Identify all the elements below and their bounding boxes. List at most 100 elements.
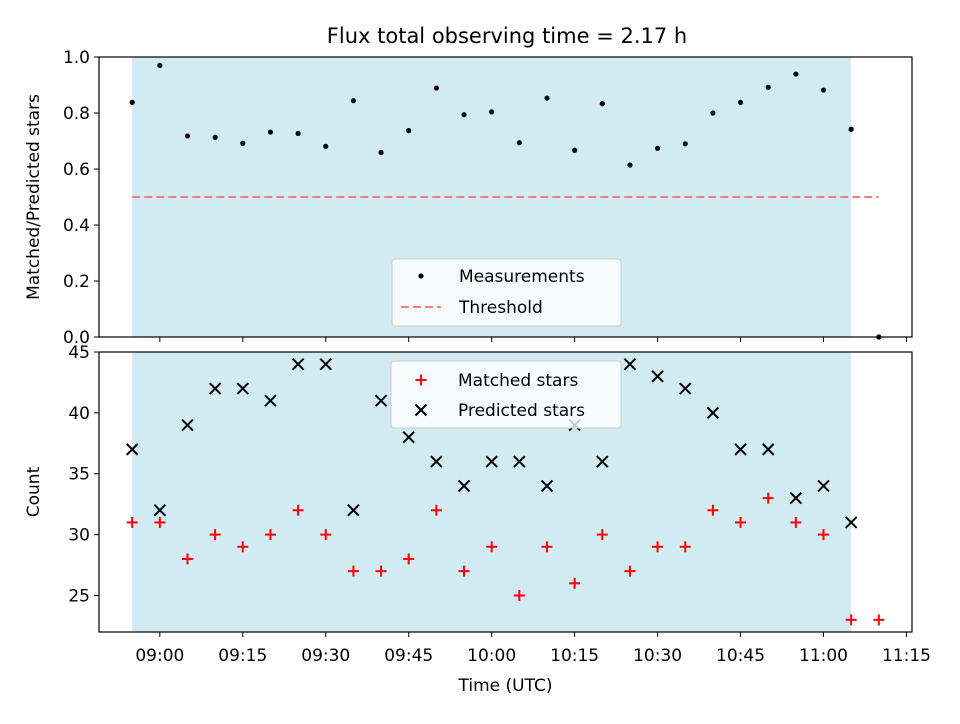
predicted-star-point bbox=[181, 418, 194, 432]
count-legend-box bbox=[390, 360, 622, 429]
count-y-tick-label: 25 bbox=[68, 586, 90, 606]
matched-star-point bbox=[790, 516, 802, 528]
count-y-ticks: 25 30 35 40 45 bbox=[68, 343, 99, 606]
count-panel: 25 30 35 40 45 09:00 09:15 09:30 09:45 10:00 10:1… bbox=[24, 343, 931, 696]
measurement-point bbox=[765, 84, 771, 90]
x-tick-label: 10:15 bbox=[550, 646, 599, 666]
measurement-point bbox=[737, 99, 744, 105]
measurement-point bbox=[267, 129, 274, 135]
matched-star-point bbox=[347, 565, 359, 577]
predicted-star-point bbox=[679, 382, 692, 395]
matched-star-point bbox=[762, 492, 774, 504]
measurement-point bbox=[184, 133, 191, 139]
matched-star-point bbox=[403, 553, 415, 565]
ratio-panel: 0.0 0.2 0.4 0.6 0.8 1.0 Matched/Predicted sta… bbox=[24, 48, 913, 348]
matched-star-point bbox=[375, 565, 387, 577]
measurement-point bbox=[544, 95, 550, 101]
matched-star-point bbox=[237, 541, 249, 553]
matched-star-point bbox=[154, 516, 166, 528]
x-tick-label: 09:00 bbox=[135, 646, 184, 666]
predicted-star-point bbox=[236, 382, 250, 395]
measurement-point bbox=[378, 149, 384, 156]
matched-star-point bbox=[292, 504, 304, 516]
ratio-y-tick-label: 0.6 bbox=[63, 160, 90, 180]
measurement-point bbox=[489, 109, 495, 115]
count-legend: Matched stars Predicted stars bbox=[390, 360, 622, 429]
measurement-point bbox=[433, 85, 439, 91]
ratio-y-axis-label: Matched/Predicted stars bbox=[24, 94, 44, 300]
predicted-star-point bbox=[734, 443, 747, 456]
legend-predicted-marker bbox=[414, 403, 428, 417]
legend-predicted-label: Predicted stars bbox=[458, 401, 585, 421]
matched-star-point bbox=[679, 541, 691, 553]
x-axis-label: Time (UTC) bbox=[458, 676, 553, 696]
x-tick-label: 11:15 bbox=[882, 646, 931, 666]
matched-star-point bbox=[181, 553, 193, 565]
matched-star-point bbox=[596, 529, 608, 541]
matched-star-point bbox=[430, 504, 442, 516]
predicted-star-point bbox=[430, 455, 443, 468]
predicted-star-point bbox=[623, 357, 637, 371]
predicted-star-point bbox=[402, 431, 415, 444]
matched-star-point bbox=[486, 541, 498, 553]
legend-matched-label: Matched stars bbox=[458, 371, 578, 391]
predicted-star-point bbox=[844, 516, 858, 529]
predicted-star-point bbox=[540, 479, 554, 493]
count-axes-frame bbox=[98, 351, 913, 633]
predicted-star-point bbox=[153, 504, 167, 517]
ratio-legend: Measurements Threshold bbox=[391, 258, 622, 327]
measurement-points bbox=[129, 62, 882, 340]
measurement-point bbox=[129, 99, 135, 105]
x-tick-label: 10:00 bbox=[467, 646, 516, 666]
measurement-point bbox=[350, 98, 357, 104]
predicted-star-point bbox=[761, 443, 775, 456]
ratio-axes-frame bbox=[98, 56, 913, 338]
predicted-star-point bbox=[291, 357, 305, 371]
measurement-point bbox=[295, 130, 301, 137]
predicted-star-point bbox=[264, 394, 277, 407]
matched-star-point bbox=[624, 565, 636, 577]
ratio-y-tick-label: 0.8 bbox=[63, 104, 90, 124]
predicted-star-point bbox=[596, 455, 609, 468]
measurement-point bbox=[627, 162, 633, 168]
matched-star-point bbox=[209, 529, 221, 541]
matched-star-point bbox=[264, 529, 276, 541]
count-y-tick-label: 30 bbox=[68, 526, 90, 546]
matched-star-point bbox=[126, 516, 138, 528]
predicted-star-point bbox=[374, 394, 388, 407]
ratio-legend-box bbox=[391, 258, 622, 327]
measurement-point bbox=[793, 71, 799, 77]
legend-threshold-label: Threshold bbox=[458, 298, 543, 318]
predicted-star-point bbox=[485, 455, 498, 468]
predicted-star-point bbox=[513, 455, 526, 468]
x-tick-label: 10:30 bbox=[633, 646, 682, 666]
legend-matched-marker bbox=[415, 374, 427, 386]
count-y-tick-label: 40 bbox=[68, 404, 90, 424]
x-tick-label: 09:30 bbox=[301, 646, 350, 666]
matched-star-point bbox=[569, 577, 581, 589]
predicted-star-point bbox=[817, 479, 830, 493]
measurement-point bbox=[516, 140, 522, 146]
measurement-point bbox=[406, 128, 412, 134]
measurement-point bbox=[599, 101, 605, 107]
predicted-star-point bbox=[457, 479, 471, 493]
count-y-tick-label: 45 bbox=[68, 343, 90, 363]
x-tick-label: 09:45 bbox=[384, 646, 433, 666]
measurement-point bbox=[240, 140, 246, 146]
predicted-star-point bbox=[347, 504, 360, 517]
predicted-star-point bbox=[208, 382, 222, 395]
matched-star-point bbox=[845, 614, 857, 626]
measurement-point bbox=[710, 110, 716, 116]
ratio-y-tick-label: 0.2 bbox=[63, 272, 90, 292]
matched-star-point bbox=[541, 541, 553, 553]
count-x-ticks: 09:00 09:15 09:30 09:45 10:00 10:15 10:30 10:45… bbox=[135, 632, 931, 666]
ratio-y-tick-label: 0.0 bbox=[63, 328, 90, 348]
x-tick-label: 11:00 bbox=[799, 646, 848, 666]
matched-star-point bbox=[735, 516, 747, 528]
measurement-point bbox=[682, 141, 688, 147]
count-y-axis-label: Count bbox=[24, 466, 44, 517]
predicted-star-point bbox=[125, 443, 139, 456]
count-y-tick-label: 35 bbox=[68, 465, 90, 485]
legend-plus-marker bbox=[415, 374, 427, 386]
matched-star-point bbox=[513, 589, 525, 601]
